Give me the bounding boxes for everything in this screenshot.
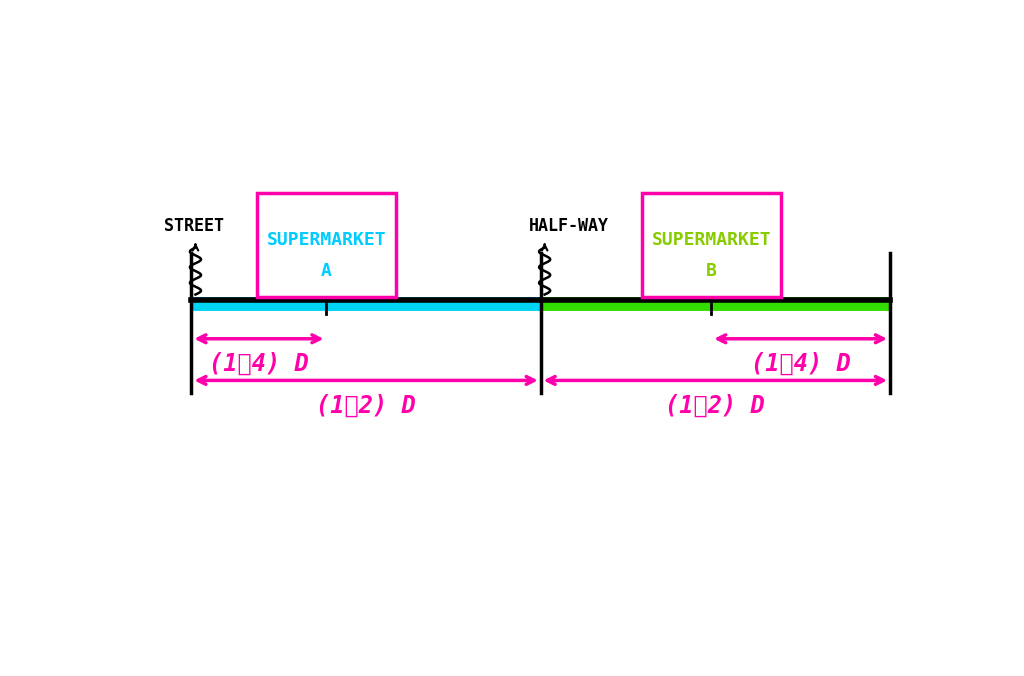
Text: SUPERMARKET: SUPERMARKET (266, 231, 386, 249)
Text: (1⁄4) D: (1⁄4) D (751, 352, 851, 376)
Text: STREET: STREET (164, 217, 223, 235)
Text: B: B (706, 262, 717, 280)
Text: A: A (321, 262, 332, 280)
Bar (257, 193, 396, 297)
Text: (1⁄2) D: (1⁄2) D (316, 393, 416, 418)
Bar (642, 193, 780, 297)
Text: HALF-WAY: HALF-WAY (528, 217, 608, 235)
Text: (1⁄4) D: (1⁄4) D (209, 352, 309, 376)
Text: SUPERMARKET: SUPERMARKET (651, 231, 771, 249)
Text: (1⁄2) D: (1⁄2) D (666, 393, 765, 418)
